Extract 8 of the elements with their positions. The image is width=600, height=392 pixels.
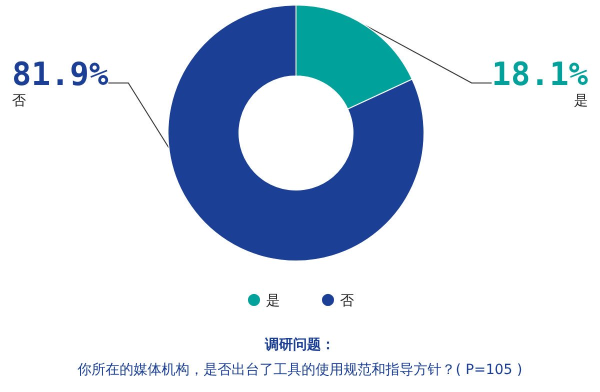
data-label: 81.9% <box>12 55 110 93</box>
legend-label: 是 <box>266 292 280 308</box>
text: 调研问题： <box>264 337 335 353</box>
legend-label: 否 <box>340 292 354 308</box>
data-label: 18.1% <box>492 55 589 93</box>
slice-label: 是 <box>574 93 588 109</box>
text: 你所在的媒体机构，是否出台了工具的使用规范和指导方针？( P=105 ) <box>76 362 522 378</box>
slice-label: 否 <box>12 93 26 109</box>
